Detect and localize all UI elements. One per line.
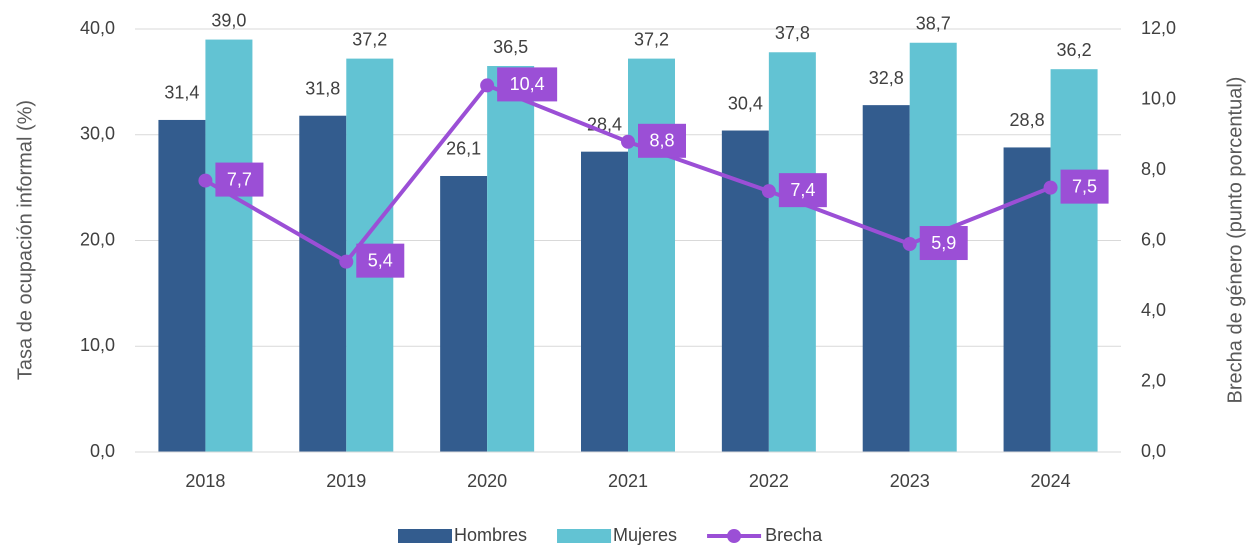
data-label: 39,0	[211, 10, 246, 30]
line-marker	[761, 184, 776, 199]
y2-tick-label: 2,0	[1141, 370, 1166, 390]
y2-tick-label: 6,0	[1141, 229, 1166, 249]
legend-label: Brecha	[765, 525, 823, 545]
data-label: 37,2	[634, 29, 669, 49]
data-label: 7,7	[227, 169, 252, 189]
line-marker	[621, 134, 635, 149]
x-tick-label: 2019	[326, 471, 366, 491]
bar	[581, 151, 628, 453]
data-label: 5,9	[931, 233, 956, 253]
legend-swatch	[398, 529, 452, 543]
data-label: 26,1	[446, 139, 481, 159]
legend-label: Mujeres	[613, 525, 677, 545]
y-tick-label: 20,0	[80, 229, 115, 249]
data-label: 28,8	[1010, 110, 1045, 130]
legend-swatch	[557, 529, 612, 543]
bar	[1003, 147, 1051, 452]
data-label: 36,2	[1057, 40, 1092, 60]
bar	[862, 105, 910, 452]
bar	[768, 52, 816, 452]
x-tick-label: 2018	[185, 471, 225, 491]
y2-tick-label: 8,0	[1141, 159, 1166, 179]
legend-label: Hombres	[454, 525, 527, 545]
data-label: 32,8	[869, 68, 904, 88]
legend-marker	[727, 529, 742, 543]
data-label: 36,5	[493, 37, 528, 57]
line-marker	[902, 237, 917, 252]
y-tick-label: 0,0	[90, 441, 115, 461]
bar	[299, 115, 347, 452]
data-label: 37,8	[775, 23, 810, 43]
data-label: 38,7	[916, 13, 951, 33]
bar	[1050, 69, 1098, 452]
data-label: 37,2	[352, 29, 387, 49]
x-tick-label: 2024	[1031, 471, 1071, 491]
y-tick-label: 30,0	[80, 124, 115, 144]
y-tick-label: 10,0	[80, 335, 115, 355]
data-label-box	[1060, 169, 1109, 204]
data-label: 31,4	[164, 83, 199, 103]
line-marker	[198, 173, 213, 188]
data-label-box	[356, 243, 405, 278]
y2-tick-label: 4,0	[1141, 300, 1166, 320]
bar	[440, 175, 488, 452]
line-marker	[480, 78, 495, 93]
data-label: 30,4	[728, 93, 763, 113]
bar	[487, 66, 535, 452]
x-tick-label: 2023	[890, 471, 930, 491]
data-label: 31,8	[305, 78, 340, 98]
data-label: 5,4	[368, 250, 393, 270]
data-label-box	[638, 123, 686, 158]
bar	[158, 119, 206, 452]
line-marker	[1043, 180, 1058, 195]
data-label: 7,5	[1072, 176, 1097, 196]
y2-axis-title: Brecha de género (punto porcentual)	[1224, 77, 1246, 404]
x-tick-label: 2021	[608, 471, 648, 491]
y-tick-label: 40,0	[80, 18, 115, 38]
data-label-box	[919, 226, 968, 261]
data-label-box	[778, 173, 827, 208]
y-axis-title: Tasa de ocupación informal (%)	[14, 100, 36, 380]
y2-tick-label: 12,0	[1141, 18, 1176, 38]
bar	[205, 39, 253, 452]
y2-tick-label: 0,0	[1141, 441, 1166, 461]
data-label-box	[215, 162, 264, 197]
data-label: 10,4	[510, 74, 545, 94]
bar	[628, 58, 675, 453]
y2-tick-label: 10,0	[1141, 88, 1176, 108]
x-tick-label: 2022	[749, 471, 789, 491]
data-label-box	[497, 67, 558, 102]
data-label: 8,8	[649, 131, 674, 151]
line-marker	[339, 254, 354, 269]
data-label: 7,4	[790, 180, 815, 200]
x-tick-label: 2020	[467, 471, 507, 491]
